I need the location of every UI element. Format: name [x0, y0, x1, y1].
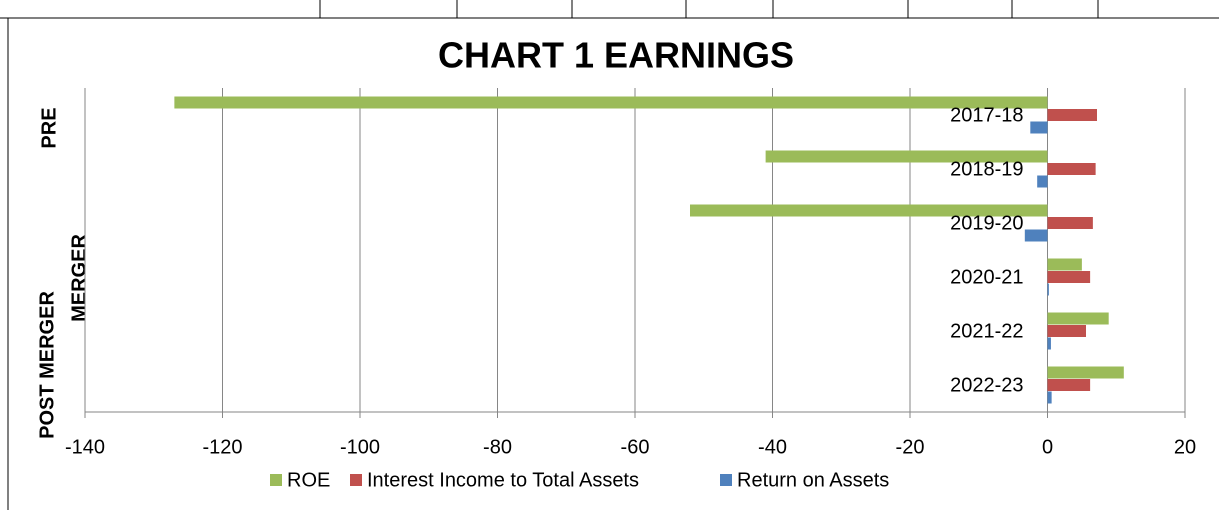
- x-tick-label: -120: [202, 436, 242, 458]
- legend-label: Interest Income to Total Assets: [367, 469, 639, 491]
- bar: [1047, 271, 1091, 283]
- bar: [1047, 163, 1096, 175]
- legend-label: ROE: [287, 469, 330, 491]
- x-tick-label: 0: [1042, 436, 1053, 458]
- bar: [1037, 175, 1048, 188]
- bar: [1047, 325, 1086, 337]
- bar: [1047, 217, 1093, 229]
- bar: [690, 204, 1048, 217]
- bar: [1047, 109, 1097, 121]
- x-tick-label: 20: [1174, 436, 1196, 458]
- bar: [765, 150, 1048, 163]
- x-tick-label: -100: [340, 436, 380, 458]
- y-tick-label: 2019-20: [950, 212, 1023, 234]
- y-tick-label: 2020-21: [950, 266, 1023, 288]
- x-tick-label: -40: [758, 436, 787, 458]
- group-label: MERGER: [68, 234, 90, 322]
- bar: [174, 96, 1048, 109]
- y-tick-label: 2017-18: [950, 104, 1023, 126]
- group-label: POST MERGER: [36, 291, 58, 439]
- x-tick-label: -80: [483, 436, 512, 458]
- bar: [1047, 366, 1124, 379]
- bar: [1047, 379, 1091, 391]
- bar: [1047, 312, 1109, 325]
- bar: [1047, 283, 1049, 296]
- bar: [1030, 121, 1048, 134]
- y-tick-label: 2018-19: [950, 158, 1023, 180]
- x-tick-label: -140: [65, 436, 105, 458]
- legend-swatch: [720, 474, 732, 486]
- legend-swatch: [350, 474, 362, 486]
- bar: [1024, 229, 1048, 242]
- x-tick-label: -60: [621, 436, 650, 458]
- legend-swatch: [270, 474, 282, 486]
- bar: [1047, 337, 1051, 350]
- group-label: PRE: [38, 107, 60, 148]
- y-tick-label: 2021-22: [950, 320, 1023, 342]
- legend-label: Return on Assets: [737, 469, 889, 491]
- chart-title: CHART 1 EARNINGS: [438, 35, 794, 76]
- bar: [1047, 391, 1052, 404]
- bar: [1047, 258, 1082, 271]
- y-tick-label: 2022-23: [950, 374, 1023, 396]
- x-tick-label: -20: [896, 436, 925, 458]
